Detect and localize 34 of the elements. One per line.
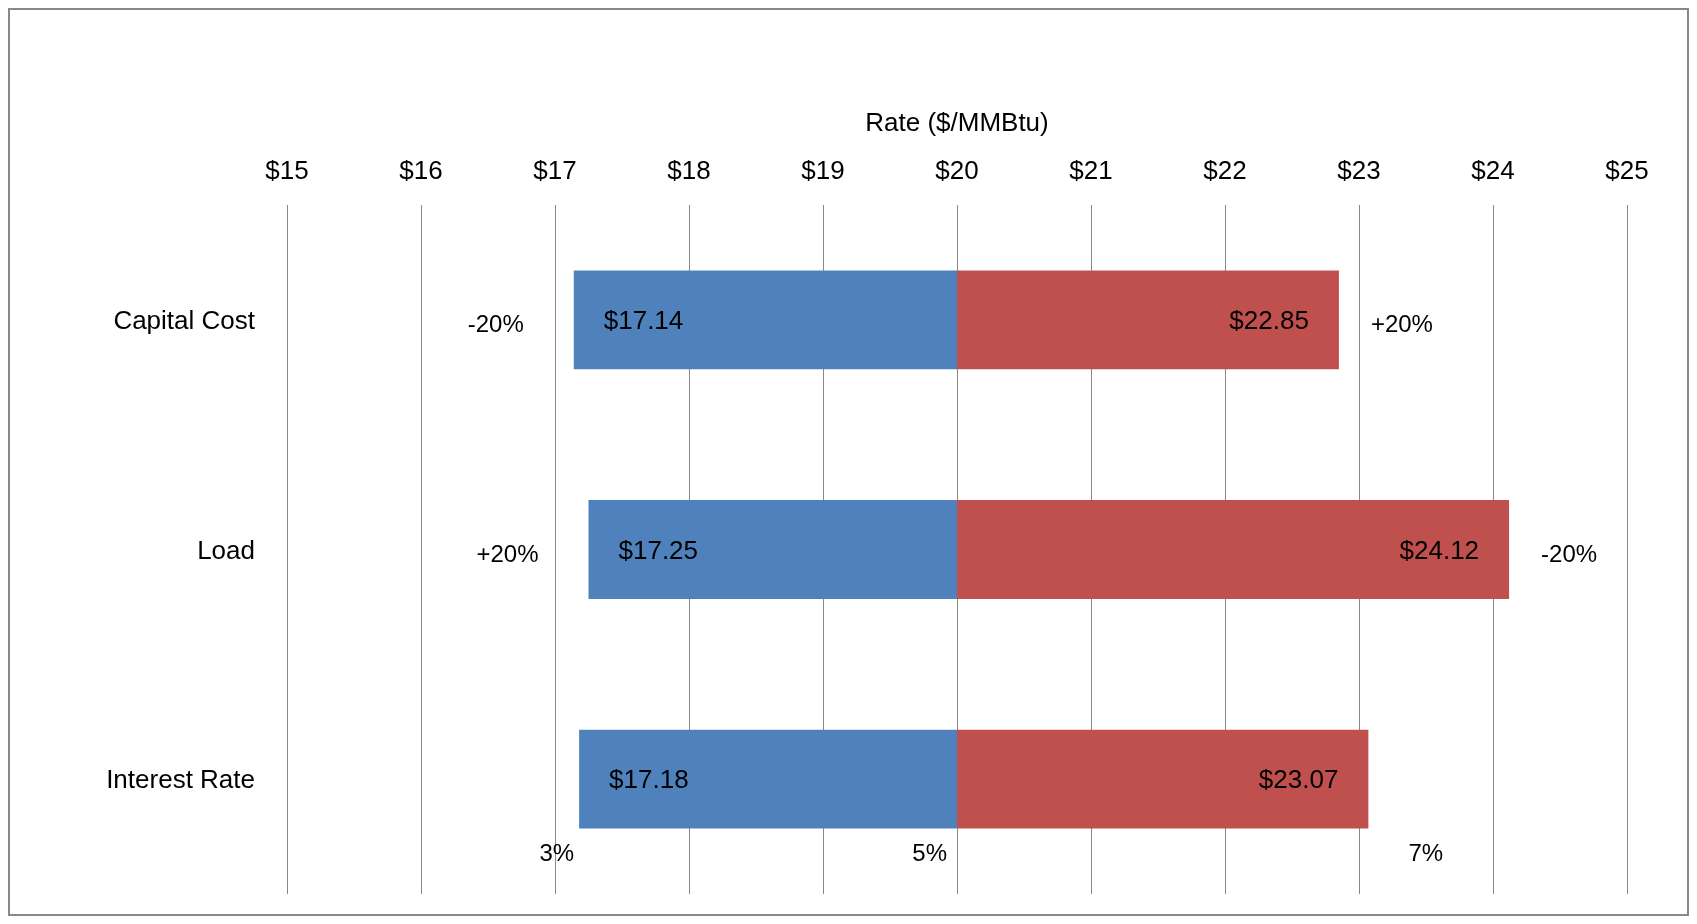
x-tick-label: $23 (1337, 155, 1381, 185)
x-tick-label: $22 (1203, 155, 1247, 185)
data-label: $17.14 (603, 304, 684, 335)
y-tick-label: Interest Rate (106, 764, 255, 795)
bar (588, 500, 957, 599)
x-tick-label: $20 (935, 155, 979, 185)
data-label: $24.12 (1399, 534, 1480, 565)
annotation: 3% (539, 839, 575, 867)
bar (957, 270, 1339, 370)
annotation: +20% (1370, 310, 1433, 338)
annotation: 7% (1408, 839, 1444, 867)
x-tick-label: $24 (1471, 155, 1515, 185)
x-tick-label: $21 (1069, 155, 1113, 185)
y-tick-label: Capital Cost (113, 304, 256, 335)
bar (579, 729, 957, 829)
annotation: -20% (467, 310, 524, 338)
bar (573, 270, 957, 370)
annotation: 5% (912, 839, 947, 867)
data-label: $17.18 (609, 764, 689, 795)
data-label: $22.85 (1229, 304, 1309, 335)
x-tick-label: $25 (1605, 155, 1649, 185)
x-tick-label: $19 (801, 155, 845, 185)
data-label: $23.07 (1258, 764, 1339, 795)
x-axis-title: Rate ($/MMBtu) (865, 107, 1049, 137)
x-tick-label: $18 (667, 155, 711, 185)
y-tick-label: Load (197, 534, 255, 565)
x-tick-label: $17 (533, 155, 577, 185)
bar (957, 500, 1510, 599)
bar (957, 729, 1369, 829)
x-tick-label: $16 (399, 155, 443, 185)
annotation: -20% (1541, 540, 1598, 567)
data-label: $17.25 (618, 534, 699, 565)
annotation: +20% (476, 540, 539, 567)
x-tick-label: $15 (265, 155, 309, 185)
